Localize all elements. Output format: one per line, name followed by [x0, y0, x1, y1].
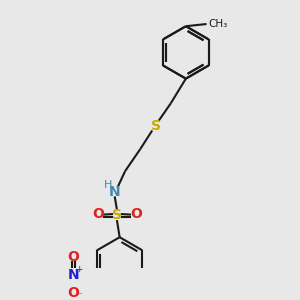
Text: O: O: [92, 207, 104, 221]
Text: N: N: [68, 268, 79, 282]
Text: O: O: [130, 207, 142, 221]
Text: +: +: [75, 265, 82, 274]
Text: S: S: [112, 208, 122, 222]
Text: S: S: [151, 118, 160, 133]
Text: ⁻: ⁻: [77, 291, 82, 300]
Text: O: O: [68, 250, 80, 264]
Text: CH₃: CH₃: [208, 19, 227, 29]
Text: H: H: [103, 180, 112, 190]
Text: O: O: [68, 286, 80, 300]
Text: N: N: [109, 185, 121, 199]
